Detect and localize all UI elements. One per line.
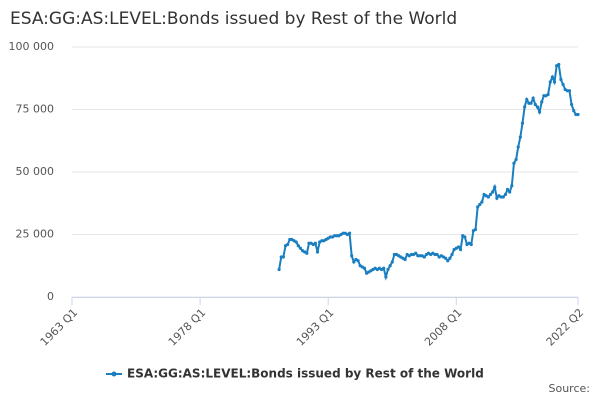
data-point — [294, 240, 298, 244]
data-point — [537, 110, 542, 114]
data-point — [286, 242, 290, 247]
y-tick-label: 50 000 — [16, 165, 55, 178]
data-point — [512, 161, 516, 165]
data-point — [501, 195, 505, 199]
data-point — [514, 157, 518, 162]
y-tick-label: 75 000 — [16, 103, 55, 116]
data-point — [388, 264, 392, 268]
data-point — [476, 205, 480, 209]
data-point — [529, 101, 533, 105]
data-point — [567, 89, 572, 93]
data-point — [422, 255, 426, 259]
data-point — [356, 259, 360, 263]
data-point — [546, 92, 550, 97]
data-point — [347, 231, 352, 235]
data-point — [535, 105, 540, 109]
data-point — [478, 202, 482, 207]
y-tick-label: 100 000 — [9, 40, 55, 53]
data-point — [350, 254, 354, 258]
x-tick-label: 1993 Q1 — [294, 306, 337, 349]
x-tick-label: 2022 Q2 — [544, 306, 587, 349]
data-point — [557, 62, 561, 67]
data-point — [281, 255, 285, 259]
data-point — [296, 244, 300, 248]
data-point — [448, 256, 452, 260]
data-point — [450, 252, 454, 257]
data-point — [444, 256, 448, 260]
data-point — [576, 112, 580, 117]
data-point — [435, 252, 439, 257]
data-point — [508, 190, 512, 194]
data-point — [480, 200, 484, 204]
data-point — [298, 246, 303, 250]
data-point — [525, 97, 529, 102]
data-point — [495, 196, 499, 200]
data-point — [456, 245, 461, 249]
data-point — [488, 192, 493, 197]
data-point — [458, 247, 463, 252]
data-point — [493, 185, 497, 189]
legend-label: ESA:GG:AS:LEVEL:Bonds issued by Rest of … — [127, 367, 484, 381]
data-point — [386, 267, 390, 272]
chart-title: ESA:GG:AS:LEVEL:Bonds issued by Rest of … — [10, 9, 457, 29]
data-point — [550, 75, 554, 79]
data-point — [382, 266, 386, 270]
data-point — [510, 184, 514, 188]
data-point — [469, 242, 473, 247]
data-point — [313, 241, 317, 245]
x-tick-label: 1963 Q1 — [38, 306, 81, 349]
data-point — [548, 80, 552, 84]
data-point — [446, 259, 450, 263]
data-point — [540, 100, 544, 104]
data-point — [518, 135, 522, 139]
data-point — [520, 121, 525, 125]
data-point — [414, 251, 418, 255]
data-point — [315, 250, 320, 254]
data-point — [569, 102, 574, 107]
data-point — [305, 251, 309, 255]
data-point — [559, 77, 563, 82]
legend-marker — [111, 371, 117, 377]
data-point — [523, 105, 527, 109]
data-point — [531, 96, 535, 100]
x-tick-label: 1978 Q1 — [166, 306, 209, 349]
data-point — [390, 260, 394, 264]
data-point — [352, 260, 356, 264]
data-point — [505, 187, 510, 192]
data-point — [473, 227, 478, 232]
data-point — [486, 195, 490, 199]
data-point — [516, 145, 520, 149]
data-point — [552, 80, 557, 84]
data-point — [503, 192, 508, 197]
data-point — [533, 102, 537, 107]
data-point — [403, 257, 407, 262]
series-line — [278, 62, 578, 281]
source: Source: — [549, 382, 591, 395]
data-point — [572, 109, 576, 113]
y-tick-label: 0 — [47, 290, 54, 303]
data-point — [384, 275, 388, 279]
data-point — [277, 267, 281, 272]
data-point — [490, 190, 495, 194]
y-tick-label: 25 000 — [16, 228, 55, 241]
x-tick-label: 2008 Q1 — [422, 306, 465, 349]
data-point — [463, 235, 467, 239]
data-point — [561, 82, 565, 87]
data-point — [362, 266, 367, 270]
